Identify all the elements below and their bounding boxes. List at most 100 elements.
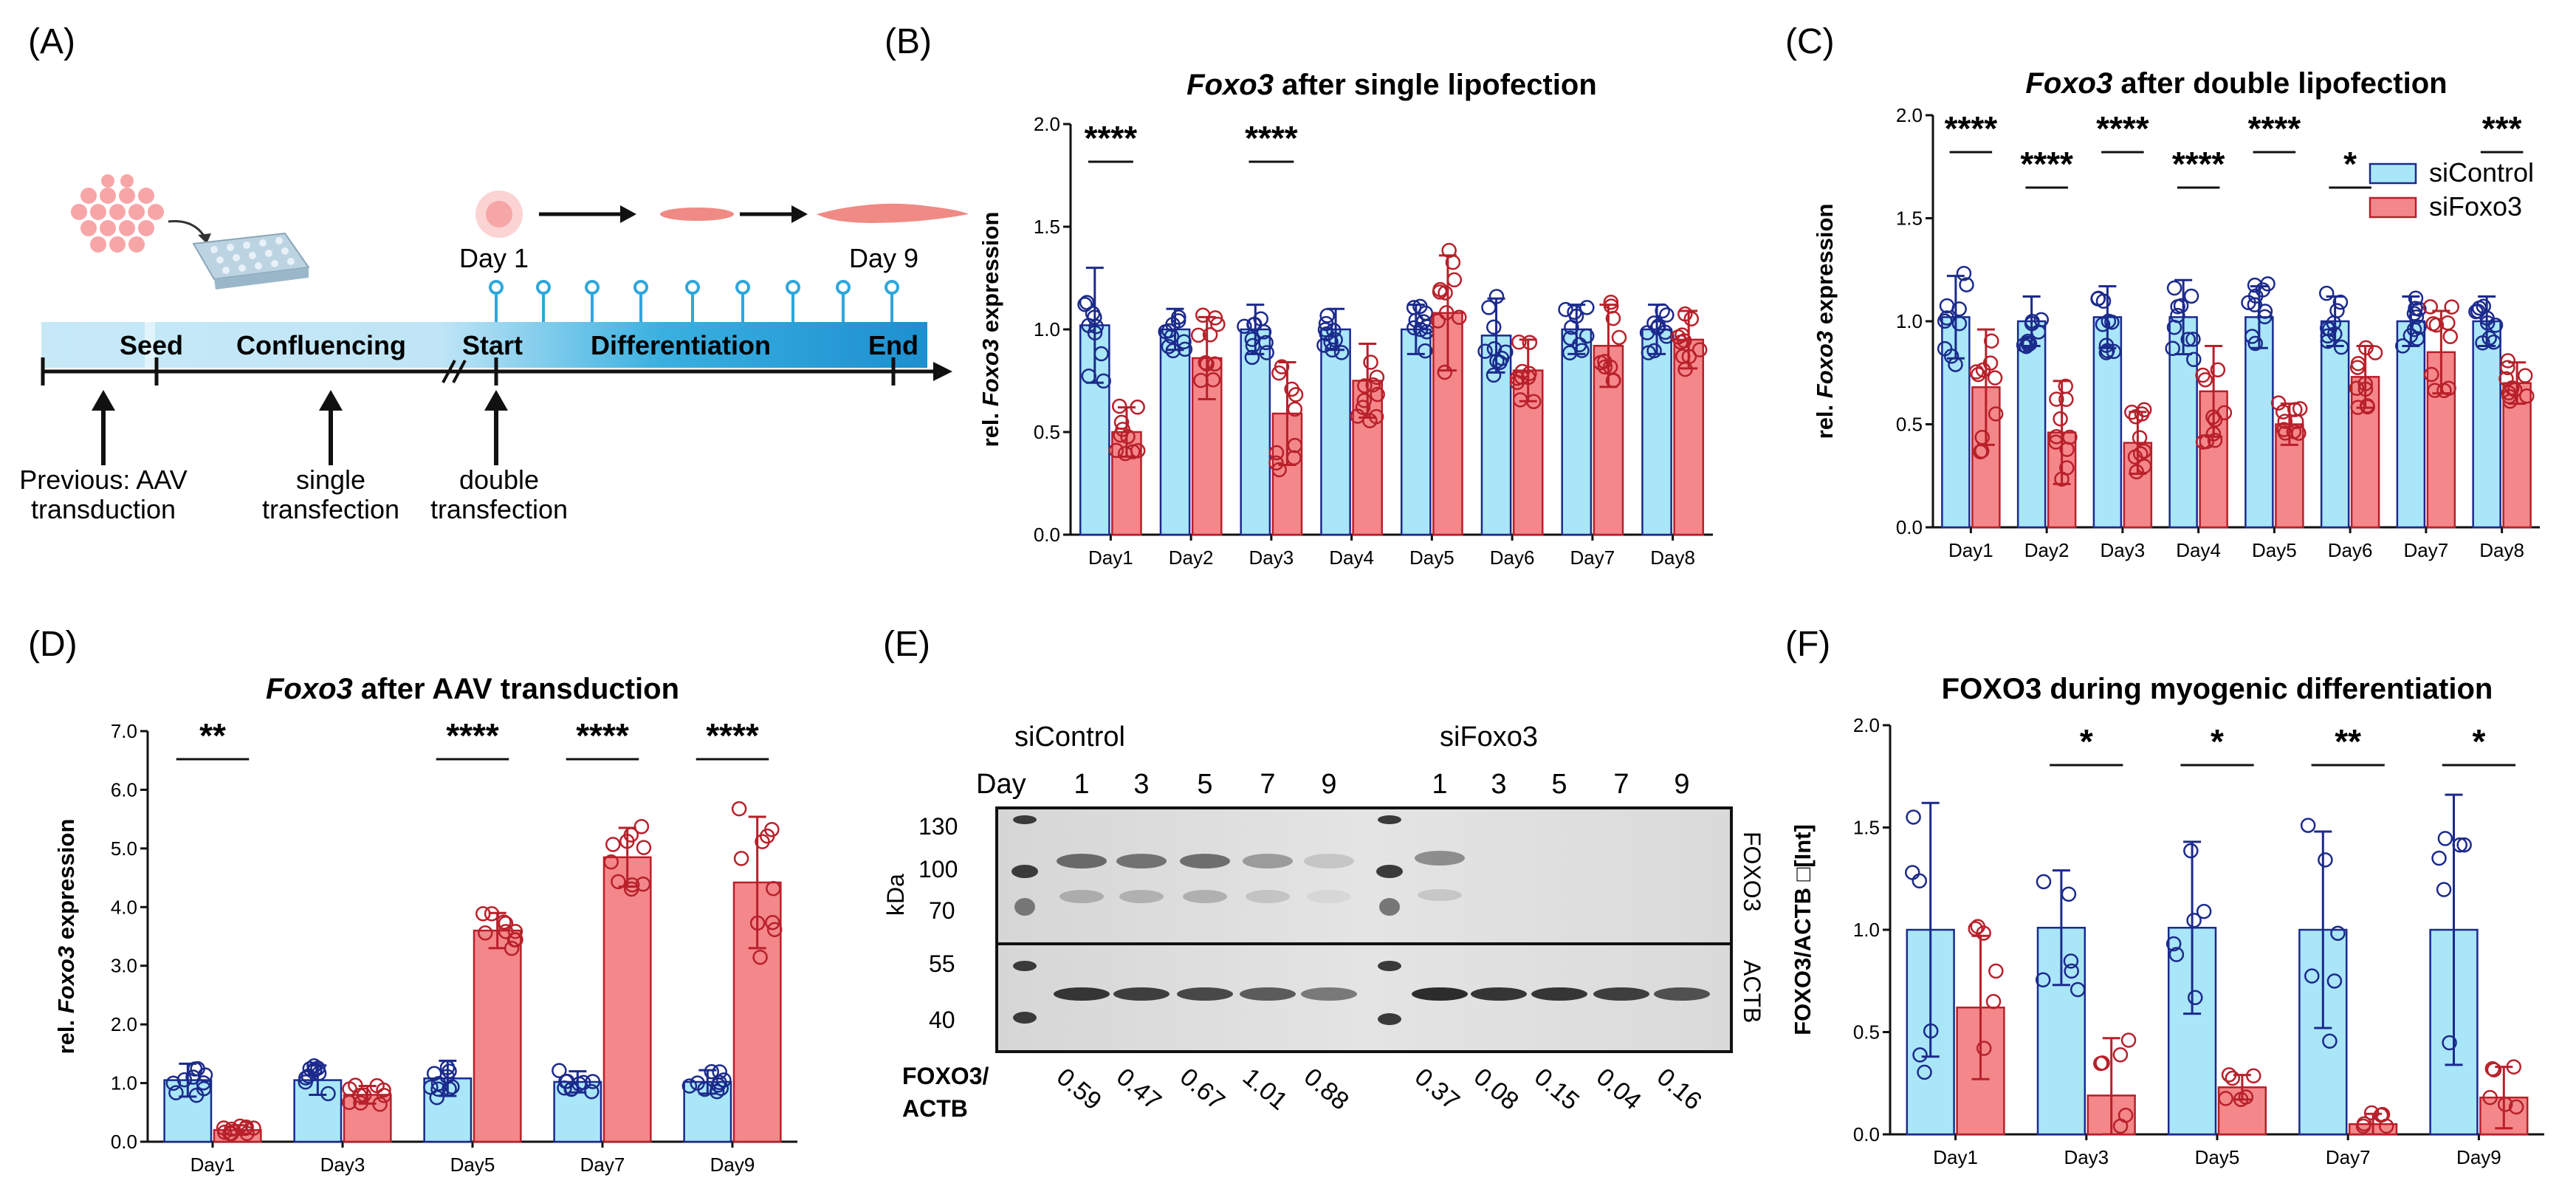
- ratio-value: 0.16: [1652, 1063, 1707, 1116]
- x-tick-label: Day6: [1490, 546, 1535, 569]
- data-point: [2061, 886, 2077, 902]
- data-point: [1096, 373, 1111, 389]
- data-point: [298, 1074, 313, 1090]
- bar-sicontrol: [2244, 316, 2274, 529]
- y-tick-label: 1.0: [1896, 310, 1923, 332]
- marker-70: 70: [929, 897, 955, 924]
- actb-band: [1593, 987, 1649, 1001]
- y-tick-label: 7.0: [111, 720, 137, 742]
- data-point: [2106, 343, 2122, 360]
- myocyte-icon: [660, 208, 734, 221]
- data-point: [1522, 335, 1538, 351]
- data-point: [1176, 334, 1192, 349]
- data-point: [238, 1119, 254, 1135]
- data-point: [1605, 373, 1621, 388]
- data-point: [1287, 401, 1303, 417]
- data-point: [1111, 398, 1127, 414]
- data-point: [2170, 307, 2185, 323]
- data-point: [2441, 380, 2456, 396]
- event-double-2: transfection: [430, 494, 568, 524]
- data-point: [1509, 374, 1525, 391]
- data-point: [1079, 295, 1095, 310]
- data-point: [1256, 324, 1272, 340]
- data-point: [2479, 315, 2496, 331]
- data-point: [2112, 1046, 2129, 1063]
- data-point: [1912, 1047, 1928, 1063]
- data-point: [2408, 301, 2423, 316]
- panel-label: (C): [1785, 22, 1835, 61]
- significance-stars: ****: [2096, 109, 2149, 148]
- data-point: [2500, 353, 2516, 369]
- data-point: [2288, 414, 2304, 429]
- data-point: [749, 915, 766, 931]
- foxo3-band: [1304, 854, 1354, 868]
- data-point: [2186, 352, 2202, 367]
- chart-title: FOXO3 during myogenic differentiation: [1942, 673, 2493, 705]
- ratio-label-2: ACTB: [902, 1095, 968, 1122]
- data-point: [1325, 342, 1340, 358]
- actb-band: [1654, 987, 1710, 1001]
- data-point: [1906, 809, 1921, 825]
- data-point: [636, 840, 652, 855]
- timepoint-marker: [885, 280, 899, 295]
- chart-b: (B) Foxo3 after single lipofection rel. Fo…: [885, 22, 1713, 569]
- data-point: [1365, 377, 1381, 393]
- data-point: [1982, 355, 1999, 371]
- data-point: [496, 914, 512, 930]
- data-point: [1937, 313, 1953, 329]
- data-point: [2247, 335, 2263, 352]
- data-point: [1939, 298, 1955, 314]
- x-tick-label: Day1: [1933, 1146, 1978, 1168]
- lane-label: 3: [1491, 769, 1506, 800]
- data-point: [2517, 368, 2533, 383]
- data-point: [197, 1067, 213, 1083]
- timepoint-marker: [786, 280, 800, 295]
- timepoint-marker: [735, 280, 750, 295]
- data-point: [2444, 299, 2459, 315]
- x-tick-label: Day7: [2326, 1146, 2371, 1168]
- x-tick-label: Day2: [1169, 546, 1214, 569]
- data-point: [1477, 343, 1493, 359]
- lane-label: 1: [1432, 769, 1447, 800]
- data-point: [1355, 400, 1371, 415]
- data-point: [2411, 319, 2427, 335]
- data-point: [2100, 343, 2115, 359]
- x-tick-label: Day6: [2328, 539, 2373, 561]
- x-tick-label: Day7: [1570, 546, 1615, 569]
- data-point: [1603, 294, 1619, 310]
- day1-label: Day 1: [459, 243, 529, 273]
- data-point: [1956, 266, 1972, 281]
- data-point: [2442, 1035, 2457, 1051]
- data-point: [1247, 317, 1263, 332]
- ratios: 0.59 0.47 0.67 1.01 0.88 0.37 0.08 0.15 0.04 0.16: [1051, 1063, 1707, 1116]
- y-axis-label: FOXO3/ACTB □[Int]: [1790, 824, 1816, 1035]
- western-blot-image: [995, 806, 1733, 1053]
- data-point: [2304, 968, 2320, 984]
- panel-a: (A) Day 1 Day 9: [19, 22, 969, 524]
- data-point: [2442, 329, 2459, 345]
- data-point: [2196, 903, 2212, 919]
- data-point: [2104, 315, 2120, 330]
- data-point: [498, 915, 514, 931]
- y-tick-label: 1.5: [1853, 817, 1880, 839]
- significance-stars: ****: [446, 716, 499, 755]
- data-point: [2195, 434, 2211, 450]
- panel-label: (B): [885, 22, 932, 61]
- x-tick-label: Day9: [2456, 1146, 2501, 1168]
- x-tick-label: Day7: [2404, 539, 2449, 561]
- data-point: [1452, 309, 1467, 325]
- y-tick-label: 1.5: [1034, 216, 1060, 238]
- y-tick-label: 0.5: [1853, 1021, 1880, 1044]
- marker-40: 40: [929, 1007, 955, 1033]
- marker-100: 100: [918, 856, 958, 883]
- bar-sifoxo3: [602, 856, 652, 1143]
- data-point: [369, 1077, 385, 1094]
- data-point: [376, 1088, 392, 1103]
- x-tick-label: Day4: [2176, 539, 2221, 561]
- chart-d: (D) Foxo3 after AAV transduction rel. Foxo…: [28, 625, 797, 1176]
- data-point: [2168, 947, 2185, 962]
- data-point: [1481, 300, 1497, 315]
- data-point: [1165, 343, 1181, 359]
- data-point: [2456, 837, 2472, 853]
- y-axis-label: rel. Foxo3 expression: [1812, 204, 1838, 439]
